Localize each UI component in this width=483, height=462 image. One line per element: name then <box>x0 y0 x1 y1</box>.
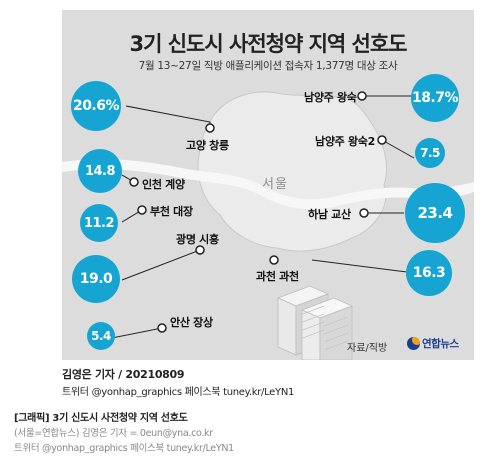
region-label: 남양주 왕숙 <box>304 91 357 104</box>
dot-wangsuk <box>357 91 367 101</box>
region-label: 안산 장상 <box>170 316 213 329</box>
leader-wangsuk2 <box>381 139 415 159</box>
caption-title: [그래픽] 3기 신도시 사전청약 지역 선호도 <box>14 413 188 424</box>
seoul-label: 서울 <box>262 177 288 192</box>
region-label: 부천 대장 <box>150 205 193 218</box>
chart-subtitle: 7월 13~27일 직방 애플리케이션 접속자 1,377명 대상 조사 <box>138 60 398 72</box>
chart-title: 3기 신도시 사전청약 지역 선호도 <box>129 32 407 56</box>
region-label: 인천 계양 <box>142 178 185 191</box>
region-label: 과천 과천 <box>256 270 299 283</box>
value-bubble: 20.6% <box>71 81 121 131</box>
region-label: 고양 창릉 <box>186 139 229 152</box>
seoul-landmass <box>197 91 388 252</box>
source-label: 자료/직방 <box>347 343 388 354</box>
caption-social: 트위터 @yonhap_graphics 페이스북 tuney.kr/LeYN1 <box>14 443 234 454</box>
agency-name: 연합뉴스 <box>422 338 459 350</box>
apartment-illustration <box>276 285 354 360</box>
value-bubble: 7.5 <box>415 138 445 168</box>
dot-gwangmyeong <box>195 245 205 255</box>
region-label: 남양주 왕숙2 <box>315 135 375 148</box>
social-credit: 트위터 @yonhap_graphics 페이스북 tuney.kr/LeYN1 <box>62 387 295 398</box>
agency-logo: 연합뉴스 <box>407 336 459 351</box>
dot-gwacheon <box>269 255 279 265</box>
dot-ansan <box>157 323 167 333</box>
han-river <box>62 159 474 210</box>
value-bubble: 16.3 <box>406 250 452 296</box>
value-bubble: 14.8 <box>78 149 122 193</box>
leader-goyang <box>125 105 211 128</box>
infographic-card: 3기 신도시 사전청약 지역 선호도 7월 13~27일 직방 애플리케이션 접… <box>62 10 474 360</box>
dot-goyang <box>205 123 215 133</box>
leader-gwangmyeong <box>121 249 201 281</box>
value-bubble: 19.0 <box>72 255 120 303</box>
region-label: 광명 시흥 <box>176 233 219 246</box>
location-dots <box>129 91 387 333</box>
value-bubble: 5.4 <box>87 322 115 350</box>
yonhap-logo-icon <box>407 337 420 350</box>
author-credit: 김영은 기자 / 20210809 <box>62 368 185 381</box>
dot-bucheon <box>137 205 147 215</box>
region-label: 하남 교산 <box>308 208 351 221</box>
dot-incheon <box>129 177 139 187</box>
value-bubble: 23.4 <box>405 183 465 243</box>
value-bubble: 11.2 <box>80 204 118 242</box>
value-bubble: 18.7% <box>411 74 459 122</box>
caption-byline: (서울=연합뉴스) 김영은 기자 = 0eun@yna.co.kr <box>14 428 213 439</box>
dot-wangsuk2 <box>377 135 387 145</box>
map-background <box>62 91 474 360</box>
leader-gwacheon <box>311 259 408 273</box>
dot-hanam <box>359 208 369 218</box>
